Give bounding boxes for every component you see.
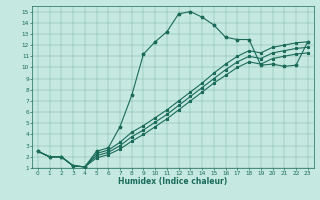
X-axis label: Humidex (Indice chaleur): Humidex (Indice chaleur) bbox=[118, 177, 228, 186]
